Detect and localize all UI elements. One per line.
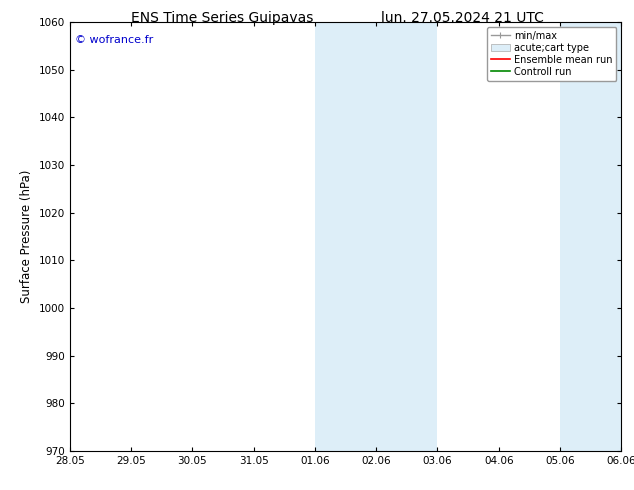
Bar [560, 22, 621, 451]
Bar [376, 22, 437, 451]
Legend: min/max, acute;cart type, Ensemble mean run, Controll run: min/max, acute;cart type, Ensemble mean … [487, 27, 616, 80]
Bar [315, 22, 376, 451]
Y-axis label: Surface Pressure (hPa): Surface Pressure (hPa) [20, 170, 33, 303]
Text: ENS Time Series Guipavas: ENS Time Series Guipavas [131, 11, 313, 25]
Text: lun. 27.05.2024 21 UTC: lun. 27.05.2024 21 UTC [382, 11, 544, 25]
Text: © wofrance.fr: © wofrance.fr [75, 35, 153, 45]
